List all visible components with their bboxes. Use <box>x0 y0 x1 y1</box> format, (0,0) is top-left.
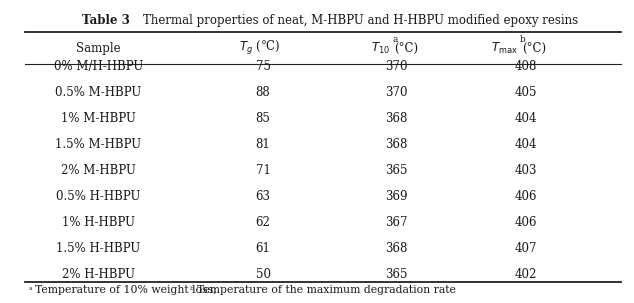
Text: 402: 402 <box>515 268 538 281</box>
Text: 1% H-HBPU: 1% H-HBPU <box>61 216 135 229</box>
Text: 370: 370 <box>385 86 408 99</box>
Text: 408: 408 <box>515 60 538 73</box>
Text: 75: 75 <box>256 60 271 73</box>
Text: 71: 71 <box>256 164 271 177</box>
Text: 1.5% M-HBPU: 1.5% M-HBPU <box>55 138 141 151</box>
Text: (°C): (°C) <box>394 42 418 55</box>
Text: 406: 406 <box>515 216 538 229</box>
Text: 369: 369 <box>385 190 408 203</box>
Text: a: a <box>392 35 398 44</box>
Text: 0.5% M-HBPU: 0.5% M-HBPU <box>55 86 141 99</box>
Text: 406: 406 <box>515 190 538 203</box>
Text: Temperature of the maximum degradation rate: Temperature of the maximum degradation r… <box>197 285 455 295</box>
Text: 367: 367 <box>385 216 408 229</box>
Text: Temperature of 10% weight loss;: Temperature of 10% weight loss; <box>35 285 220 295</box>
Text: 403: 403 <box>515 164 538 177</box>
Text: Sample: Sample <box>76 42 120 55</box>
Text: 365: 365 <box>385 268 408 281</box>
Text: Table 3: Table 3 <box>82 14 131 27</box>
Text: 50: 50 <box>256 268 271 281</box>
Text: ᵃ: ᵃ <box>29 286 32 295</box>
Text: 88: 88 <box>256 86 271 99</box>
Text: 370: 370 <box>385 60 408 73</box>
Text: (°C): (°C) <box>522 42 547 55</box>
Text: 63: 63 <box>256 190 271 203</box>
Text: $T_g$ (°C): $T_g$ (°C) <box>239 39 281 58</box>
Text: ᵇ: ᵇ <box>190 286 194 295</box>
Text: 81: 81 <box>256 138 271 151</box>
Text: 404: 404 <box>515 138 538 151</box>
Text: 365: 365 <box>385 164 408 177</box>
Text: 85: 85 <box>256 112 271 125</box>
Text: $T_{10}$: $T_{10}$ <box>371 41 390 56</box>
Text: 368: 368 <box>385 242 408 255</box>
Text: 368: 368 <box>385 112 408 125</box>
Text: 2% M-HBPU: 2% M-HBPU <box>61 164 136 177</box>
Text: 62: 62 <box>256 216 271 229</box>
Text: 1.5% H-HBPU: 1.5% H-HBPU <box>56 242 140 255</box>
Text: 61: 61 <box>256 242 271 255</box>
Text: 0.5% H-HBPU: 0.5% H-HBPU <box>56 190 141 203</box>
Text: 0% M/H-HBPU: 0% M/H-HBPU <box>54 60 143 73</box>
Text: $T_\mathrm{max}$: $T_\mathrm{max}$ <box>491 41 518 56</box>
Text: Thermal properties of neat, M-HBPU and H-HBPU modified epoxy resins: Thermal properties of neat, M-HBPU and H… <box>143 14 578 27</box>
Text: 404: 404 <box>515 112 538 125</box>
Text: 368: 368 <box>385 138 408 151</box>
Text: 407: 407 <box>515 242 538 255</box>
Text: 1% M-HBPU: 1% M-HBPU <box>61 112 136 125</box>
Text: b: b <box>520 35 526 44</box>
Text: 2% H-HBPU: 2% H-HBPU <box>61 268 135 281</box>
Text: 405: 405 <box>515 86 538 99</box>
